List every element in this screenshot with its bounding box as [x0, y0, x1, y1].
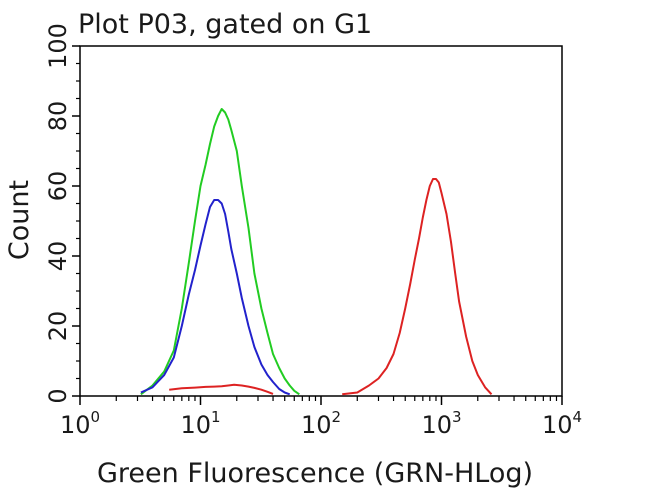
x-tick-label: 104 — [542, 408, 582, 439]
x-axis-label: Green Fluorescence (GRN-HLog) — [97, 458, 533, 488]
series-layer — [140, 108, 493, 396]
x-tick-label: 100 — [60, 408, 100, 439]
ticks-layer: 100 101 102 103 104 0 20 40 60 80 100 — [44, 23, 582, 439]
y-tick-label: 0 — [44, 388, 72, 403]
y-tick-label: 60 — [44, 171, 72, 202]
y-axis-label: Count — [4, 180, 35, 260]
x-tick-label: 102 — [301, 408, 341, 439]
y-tick-label: 80 — [44, 101, 72, 132]
y-tick-label: 100 — [44, 23, 72, 69]
y-tick-label: 20 — [44, 311, 72, 342]
x-tick-label: 101 — [180, 408, 220, 439]
series-line-2 — [140, 199, 291, 396]
series-line-3 — [169, 383, 274, 395]
chart-title: Plot P03, gated on G1 — [78, 9, 372, 40]
series-line-4 — [342, 178, 493, 396]
x-tick-label: 103 — [421, 408, 461, 439]
y-tick-label: 40 — [44, 241, 72, 272]
series-line-1 — [140, 108, 300, 396]
